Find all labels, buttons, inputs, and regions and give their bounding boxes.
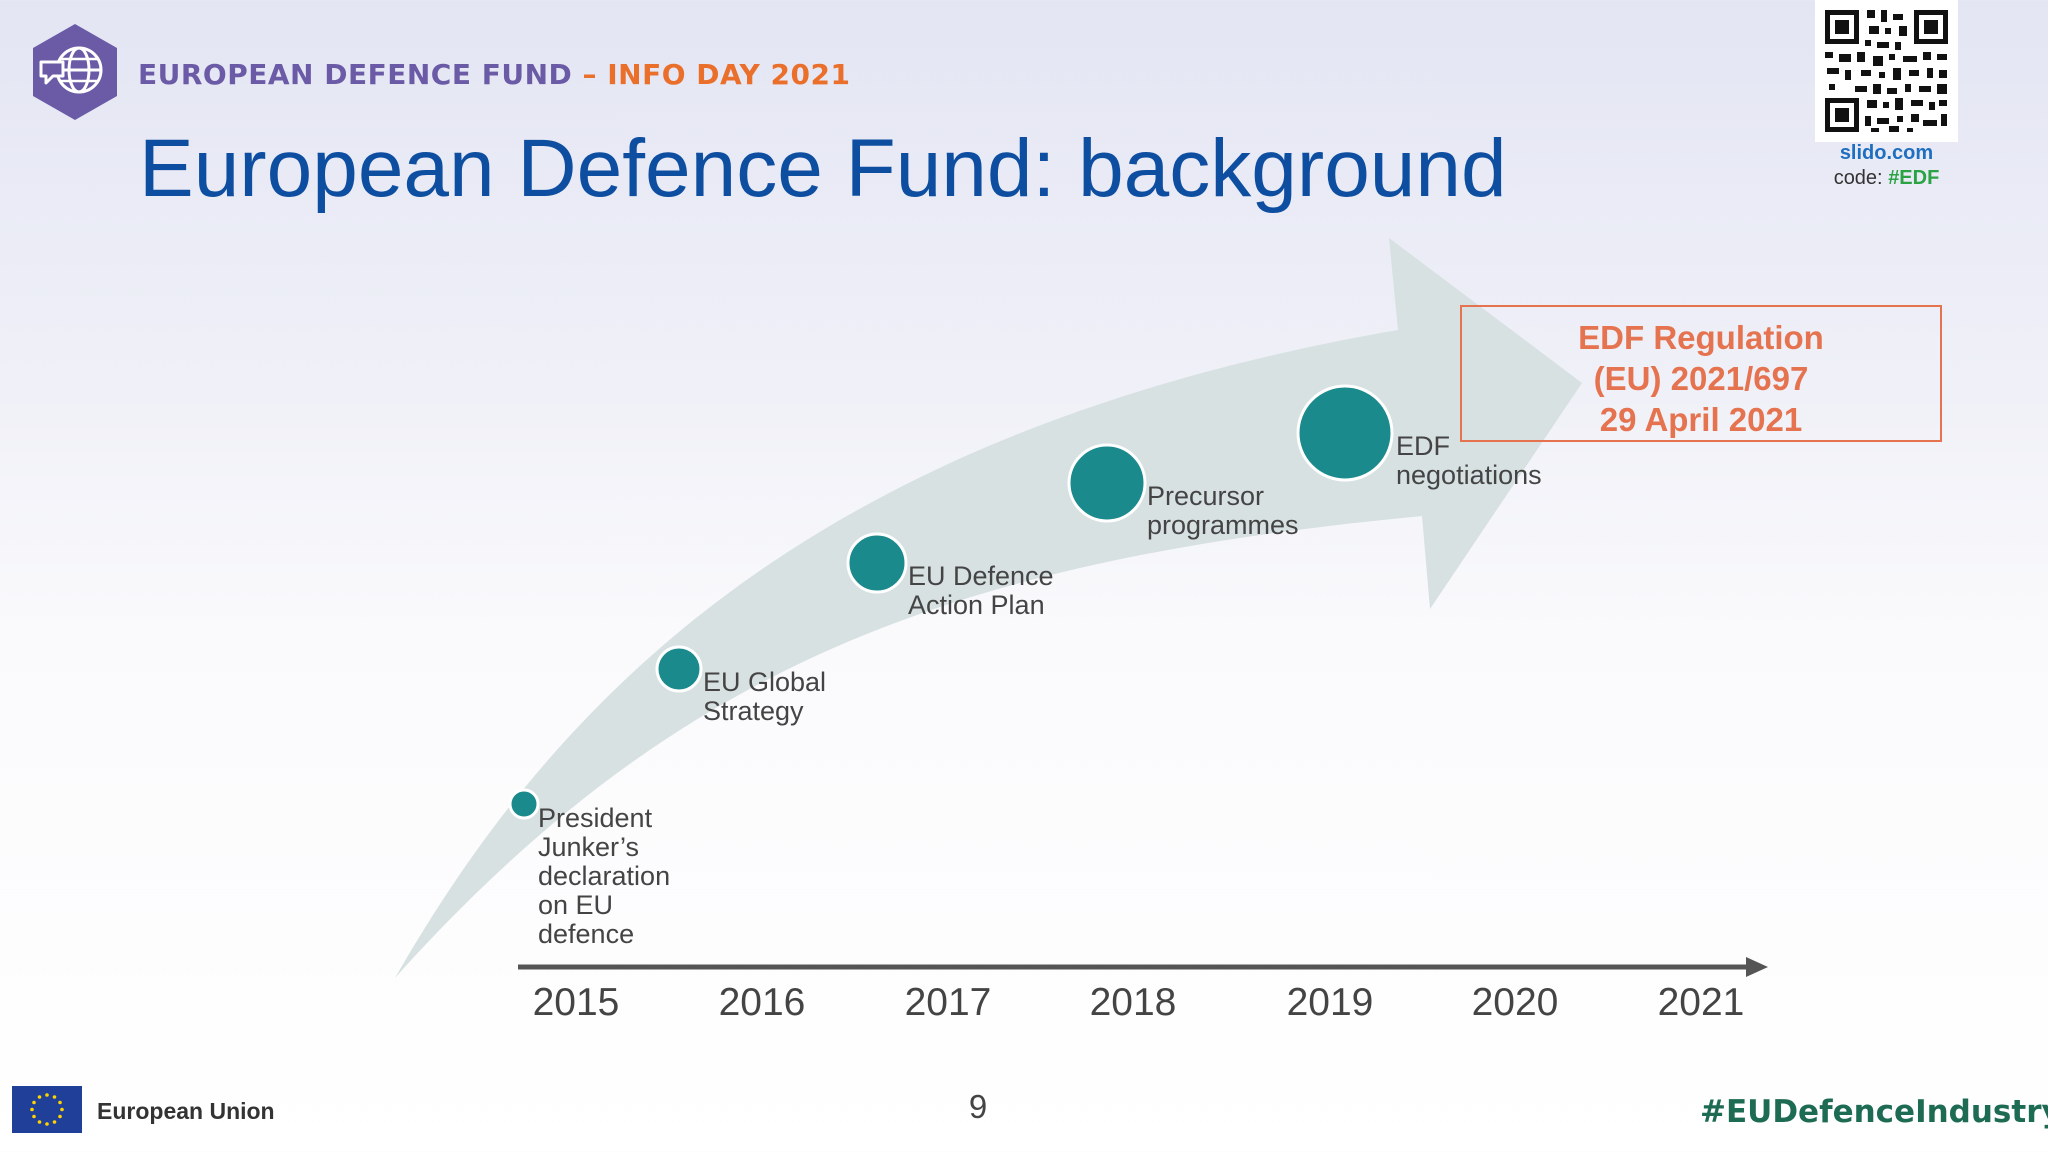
- milestone-label-edf-negotiations: EDF negotiations: [1396, 431, 1542, 490]
- year-2019: 2019: [1286, 981, 1374, 1024]
- year-2021: 2021: [1657, 981, 1745, 1024]
- year-2015: 2015: [532, 981, 620, 1024]
- progress-arrow-icon: [395, 238, 1582, 978]
- hashtag: #EUDefenceIndustry: [1700, 1094, 2048, 1130]
- milestone-dot-2016: [655, 645, 703, 693]
- regulation-date: 29 April 2021: [1599, 401, 1803, 438]
- timeline-arrowhead-icon: [1746, 957, 1768, 977]
- milestone-label-junker: President Junker’s declaration on EU def…: [538, 803, 671, 949]
- edf-globe-logo-icon: [33, 24, 117, 120]
- eu-flag-icon: [12, 1086, 82, 1133]
- brand-event: – INFO DAY 2021: [582, 58, 851, 91]
- page-title: European Defence Fund: background: [139, 123, 1507, 214]
- year-2018: 2018: [1089, 981, 1177, 1024]
- year-2017: 2017: [904, 981, 992, 1024]
- brand-name: EUROPEAN DEFENCE FUND: [138, 58, 573, 91]
- milestone-label-action-plan: EU Defence Action Plan: [908, 561, 1054, 620]
- qr-code-icon[interactable]: [1815, 0, 1958, 142]
- slido-url[interactable]: slido.com: [1839, 142, 1934, 164]
- milestone-label-precursor: Precursor programmes: [1147, 481, 1299, 540]
- milestone-label-global-strategy: EU Global Strategy: [703, 667, 827, 726]
- event-branding: EUROPEAN DEFENCE FUND – INFO DAY 2021: [138, 58, 850, 91]
- regulation-number: (EU) 2021/697: [1593, 360, 1809, 397]
- milestone-dot-2019: [1296, 384, 1394, 482]
- milestone-dot-2017: [846, 532, 908, 594]
- slido-code-value: #EDF: [1888, 167, 1940, 189]
- milestone-dot-2018: [1067, 443, 1147, 523]
- slido-code: code: #EDF: [1815, 167, 1958, 190]
- page-number: 9: [968, 1088, 988, 1125]
- regulation-title: EDF Regulation: [1578, 319, 1824, 356]
- milestone-dot-2015: [508, 788, 540, 820]
- eu-label: European Union: [97, 1098, 275, 1124]
- year-2016: 2016: [718, 981, 806, 1024]
- year-2020: 2020: [1471, 981, 1559, 1024]
- regulation-callout: EDF Regulation (EU) 2021/697 29 April 20…: [1460, 305, 1942, 442]
- slido-code-label: code:: [1833, 167, 1883, 189]
